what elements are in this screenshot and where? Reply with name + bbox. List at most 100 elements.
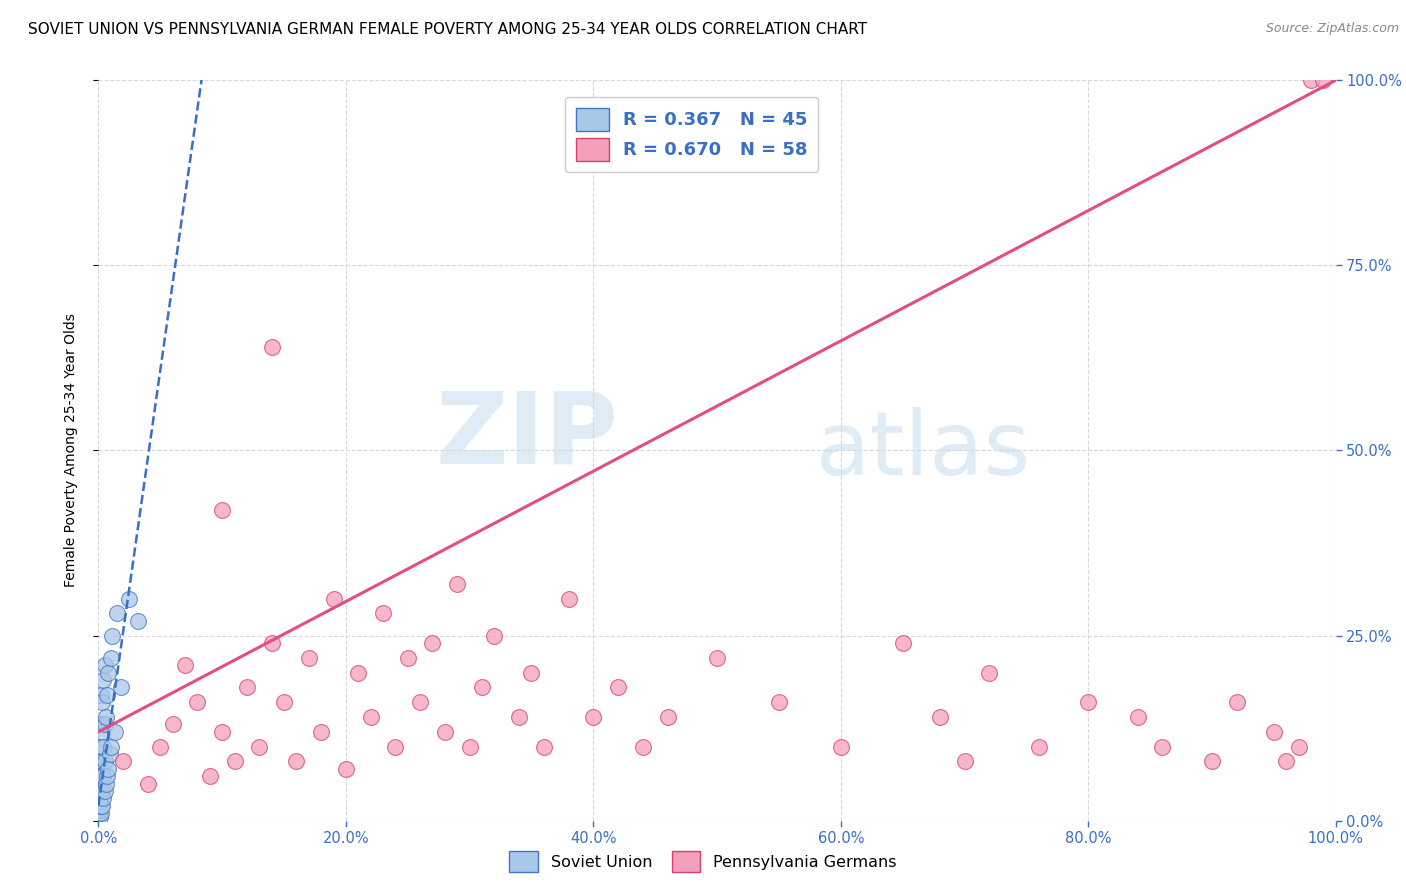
Point bbox=[90, 755, 112, 769]
Point bbox=[93, 739, 115, 754]
Point bbox=[93, 784, 115, 798]
Point bbox=[484, 629, 506, 643]
Point bbox=[273, 695, 295, 709]
Point bbox=[96, 769, 118, 783]
Text: SOVIET UNION VS PENNSYLVANIA GERMAN FEMALE POVERTY AMONG 25-34 YEAR OLDS CORRELA: SOVIET UNION VS PENNSYLVANIA GERMAN FEMA… bbox=[28, 22, 868, 37]
Point bbox=[322, 591, 344, 606]
Point bbox=[768, 695, 790, 709]
Point bbox=[384, 739, 406, 754]
Point bbox=[105, 607, 128, 621]
Point bbox=[631, 739, 654, 754]
Point bbox=[211, 724, 233, 739]
Y-axis label: Female Poverty Among 25-34 Year Olds: Female Poverty Among 25-34 Year Olds bbox=[63, 313, 77, 588]
Point bbox=[89, 803, 111, 817]
Point bbox=[247, 739, 270, 754]
Point bbox=[371, 607, 394, 621]
Text: atlas: atlas bbox=[815, 407, 1031, 494]
Point bbox=[89, 755, 111, 769]
Point bbox=[149, 739, 172, 754]
Point bbox=[136, 776, 159, 791]
Point bbox=[90, 784, 112, 798]
Point bbox=[110, 681, 132, 695]
Point bbox=[90, 717, 112, 731]
Point bbox=[607, 681, 630, 695]
Point bbox=[979, 665, 1001, 680]
Point bbox=[89, 784, 111, 798]
Point bbox=[127, 614, 149, 628]
Point bbox=[953, 755, 976, 769]
Point bbox=[1275, 755, 1298, 769]
Point bbox=[94, 776, 117, 791]
Point bbox=[98, 747, 121, 761]
Point bbox=[236, 681, 259, 695]
Point bbox=[409, 695, 432, 709]
Point bbox=[1226, 695, 1249, 709]
Legend: R = 0.367   N = 45, R = 0.670   N = 58: R = 0.367 N = 45, R = 0.670 N = 58 bbox=[565, 96, 818, 172]
Point bbox=[93, 791, 115, 805]
Point bbox=[309, 724, 332, 739]
Point bbox=[91, 784, 114, 798]
Point bbox=[93, 673, 115, 687]
Point bbox=[112, 755, 135, 769]
Point bbox=[1312, 73, 1334, 87]
Point bbox=[101, 629, 124, 643]
Point bbox=[533, 739, 555, 754]
Point bbox=[89, 791, 111, 805]
Point bbox=[89, 806, 111, 821]
Point bbox=[100, 650, 122, 665]
Point bbox=[458, 739, 481, 754]
Point bbox=[582, 710, 605, 724]
Point bbox=[1288, 739, 1310, 754]
Point bbox=[162, 717, 184, 731]
Point bbox=[298, 650, 321, 665]
Point bbox=[90, 806, 112, 821]
Point bbox=[90, 739, 112, 754]
Point bbox=[91, 798, 114, 813]
Point bbox=[118, 591, 141, 606]
Point bbox=[211, 502, 233, 516]
Point bbox=[91, 755, 114, 769]
Point bbox=[94, 710, 117, 724]
Point bbox=[928, 710, 950, 724]
Point bbox=[1201, 755, 1223, 769]
Point bbox=[93, 658, 115, 673]
Point bbox=[93, 755, 115, 769]
Point bbox=[93, 769, 115, 783]
Legend: Soviet Union, Pennsylvania Germans: Soviet Union, Pennsylvania Germans bbox=[502, 843, 904, 880]
Point bbox=[433, 724, 456, 739]
Point bbox=[471, 681, 494, 695]
Point bbox=[347, 665, 370, 680]
Point bbox=[1028, 739, 1050, 754]
Point bbox=[557, 591, 579, 606]
Point bbox=[335, 762, 357, 776]
Point bbox=[97, 762, 120, 776]
Point bbox=[90, 688, 112, 702]
Point bbox=[97, 665, 120, 680]
Point bbox=[89, 776, 111, 791]
Point bbox=[396, 650, 419, 665]
Point bbox=[186, 695, 208, 709]
Point bbox=[89, 795, 111, 809]
Point bbox=[103, 724, 125, 739]
Point bbox=[91, 695, 114, 709]
Point bbox=[260, 340, 283, 354]
Point bbox=[1263, 724, 1285, 739]
Text: Source: ZipAtlas.com: Source: ZipAtlas.com bbox=[1265, 22, 1399, 36]
Point bbox=[198, 769, 221, 783]
Point bbox=[224, 755, 246, 769]
Point bbox=[446, 576, 468, 591]
Point bbox=[91, 724, 114, 739]
Point bbox=[90, 798, 112, 813]
Point bbox=[891, 636, 914, 650]
Point bbox=[90, 769, 112, 783]
Point bbox=[96, 688, 118, 702]
Point bbox=[89, 798, 111, 813]
Point bbox=[1126, 710, 1149, 724]
Point bbox=[89, 810, 111, 824]
Text: ZIP: ZIP bbox=[436, 387, 619, 484]
Point bbox=[422, 636, 444, 650]
Point bbox=[1077, 695, 1099, 709]
Point bbox=[174, 658, 197, 673]
Point bbox=[706, 650, 728, 665]
Point bbox=[508, 710, 530, 724]
